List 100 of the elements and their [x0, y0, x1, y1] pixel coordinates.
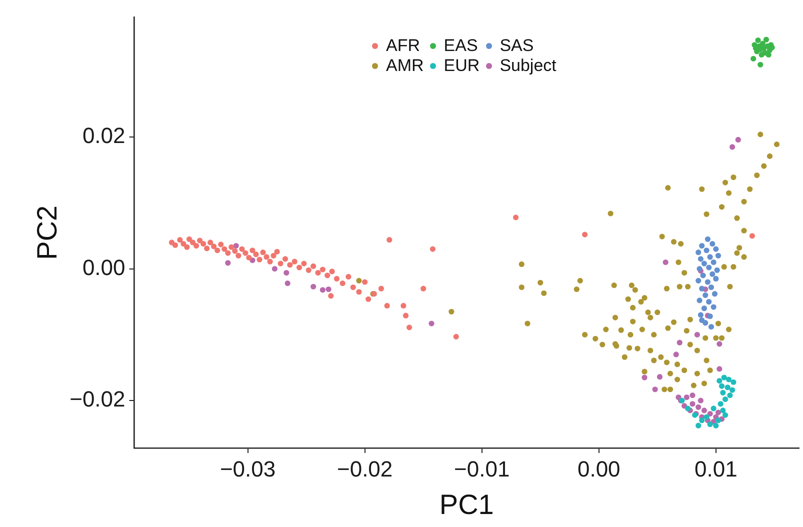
- y-tick-label: −0.02: [70, 386, 126, 412]
- point: [708, 324, 714, 330]
- point: [713, 246, 719, 252]
- y-tick-label: 0.02: [82, 123, 126, 148]
- point: [662, 259, 668, 266]
- point: [710, 259, 716, 266]
- x-tick-label: 0.01: [694, 456, 738, 482]
- point: [716, 366, 722, 372]
- point: [755, 37, 761, 44]
- legend-label: Subject: [500, 56, 556, 76]
- point: [250, 257, 256, 264]
- point: [721, 374, 727, 380]
- point: [761, 45, 767, 51]
- point: [713, 276, 719, 282]
- point: [233, 242, 239, 249]
- point: [696, 404, 702, 410]
- x-tick-label: 0.00: [577, 456, 620, 482]
- point: [710, 406, 716, 412]
- point: [712, 291, 718, 297]
- point: [698, 398, 704, 404]
- point: [699, 418, 705, 424]
- point: [698, 256, 704, 262]
- point: [704, 414, 710, 420]
- point: [699, 242, 705, 249]
- point: [707, 421, 713, 428]
- point: [284, 270, 290, 276]
- point: [673, 352, 679, 358]
- point: [704, 236, 711, 242]
- point: [730, 379, 736, 385]
- point: [724, 384, 730, 390]
- point: [750, 56, 756, 62]
- point: [713, 422, 719, 428]
- point: [710, 304, 716, 310]
- point: [690, 401, 696, 407]
- point: [710, 241, 716, 247]
- point: [704, 248, 710, 254]
- point: [320, 287, 326, 293]
- point: [698, 312, 704, 318]
- point: [707, 313, 713, 320]
- point: [722, 396, 728, 402]
- point: [696, 298, 702, 304]
- point: [706, 264, 712, 270]
- point: [225, 260, 231, 266]
- point: [766, 52, 772, 58]
- point: [729, 387, 736, 393]
- point: [701, 408, 708, 414]
- point: [715, 252, 722, 258]
- point: [642, 374, 648, 380]
- point: [727, 392, 733, 398]
- point: [715, 418, 722, 424]
- point: [714, 267, 720, 273]
- point: [758, 62, 764, 68]
- point: [716, 341, 722, 347]
- point: [684, 394, 690, 400]
- point: [699, 317, 705, 324]
- point: [676, 340, 682, 346]
- y-axis-title: PC2: [32, 205, 63, 260]
- point: [720, 408, 726, 414]
- legend-label: AFR: [386, 36, 420, 56]
- point: [735, 136, 741, 143]
- point: [708, 284, 714, 290]
- x-tick-label: −0.03: [220, 456, 276, 482]
- x-tick-label: −0.02: [336, 456, 393, 482]
- point: [696, 278, 702, 284]
- point: [701, 260, 708, 266]
- point: [706, 298, 712, 305]
- point: [763, 36, 770, 42]
- point: [716, 378, 722, 384]
- legend-label: SAS: [500, 36, 534, 56]
- point: [652, 386, 658, 392]
- point: [694, 332, 700, 338]
- legend-label: EAS: [444, 36, 478, 56]
- point: [729, 144, 736, 150]
- legend-label: EUR: [444, 56, 480, 76]
- x-axis-title: PC1: [439, 488, 494, 520]
- point: [656, 374, 663, 380]
- point: [272, 266, 278, 272]
- point: [696, 422, 702, 428]
- point: [701, 306, 708, 312]
- point: [707, 254, 713, 260]
- point: [284, 280, 290, 286]
- point: [690, 392, 696, 398]
- point: [428, 320, 434, 326]
- point: [700, 272, 706, 278]
- point: [699, 286, 705, 292]
- x-tick-label: −0.01: [454, 456, 510, 482]
- point: [696, 250, 702, 256]
- point: [758, 52, 764, 58]
- point: [707, 410, 713, 417]
- point: [715, 410, 722, 416]
- point: [718, 401, 724, 407]
- point: [718, 383, 725, 389]
- point: [676, 394, 682, 400]
- point: [310, 284, 316, 290]
- point: [722, 412, 728, 418]
- point: [326, 286, 332, 292]
- point: [720, 390, 726, 396]
- point: [702, 292, 708, 298]
- point: [704, 279, 711, 285]
- legend-label: AMR: [386, 56, 424, 76]
